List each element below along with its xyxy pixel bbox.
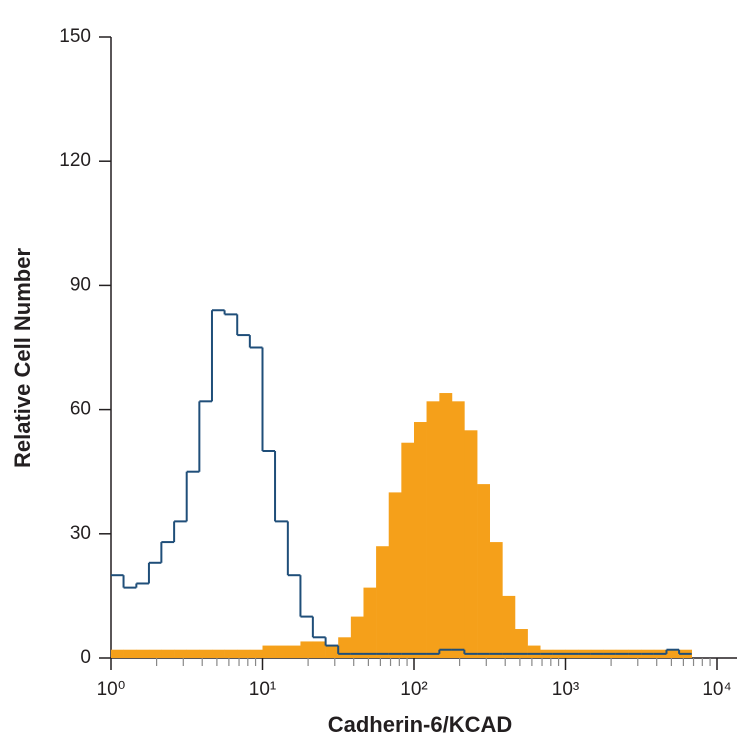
histogram-bar bbox=[262, 645, 276, 658]
histogram-bar bbox=[451, 401, 465, 658]
histogram-bar bbox=[287, 645, 301, 658]
histogram-bar bbox=[136, 649, 150, 658]
histogram-bar bbox=[401, 442, 415, 658]
histogram-bar bbox=[388, 492, 402, 658]
histogram-bar bbox=[350, 616, 364, 658]
histogram-bar bbox=[666, 649, 680, 658]
histogram-bar bbox=[489, 542, 503, 658]
x-tick-label: 10² bbox=[400, 679, 427, 700]
y-tick-label: 150 bbox=[59, 26, 91, 47]
y-tick-label: 90 bbox=[70, 274, 91, 295]
histogram-bar bbox=[376, 546, 390, 658]
x-tick-label: 10¹ bbox=[249, 679, 276, 700]
y-axis-title: Relative Cell Number bbox=[10, 248, 35, 469]
histogram-bar bbox=[514, 629, 528, 658]
y-tick-label: 30 bbox=[70, 523, 91, 544]
histogram-bar bbox=[249, 649, 263, 658]
histogram-bar bbox=[426, 401, 440, 658]
histogram-bar bbox=[161, 649, 175, 658]
histogram-bar bbox=[275, 645, 289, 658]
histogram-bar bbox=[199, 649, 213, 658]
histogram-bar bbox=[325, 645, 339, 658]
histogram-bar bbox=[363, 587, 377, 658]
histogram-bar bbox=[527, 645, 541, 658]
histogram-bar bbox=[224, 649, 238, 658]
histogram-bar bbox=[502, 595, 516, 658]
x-tick-label: 10⁴ bbox=[702, 679, 731, 700]
x-axis-title: Cadherin-6/KCAD bbox=[328, 712, 513, 737]
histogram-bar bbox=[148, 649, 162, 658]
histogram-bar bbox=[174, 649, 188, 658]
x-tick-label: 10⁰ bbox=[97, 679, 126, 700]
histogram-bar bbox=[464, 430, 478, 658]
histogram-bar bbox=[338, 637, 352, 658]
histogram-bar bbox=[414, 422, 427, 658]
histogram-bar bbox=[439, 393, 453, 658]
y-tick-label: 60 bbox=[70, 399, 91, 420]
histogram-bar bbox=[312, 641, 326, 658]
histogram-bar bbox=[123, 649, 137, 658]
histogram-bar bbox=[186, 649, 200, 658]
histogram-bar bbox=[477, 484, 491, 658]
histogram-bar bbox=[211, 649, 225, 658]
histogram-bar bbox=[111, 649, 124, 658]
y-tick-label: 120 bbox=[59, 150, 91, 171]
histogram-bar bbox=[237, 649, 251, 658]
y-tick-label: 0 bbox=[80, 647, 91, 668]
x-tick-label: 10³ bbox=[552, 679, 579, 700]
histogram-bar bbox=[300, 641, 314, 658]
